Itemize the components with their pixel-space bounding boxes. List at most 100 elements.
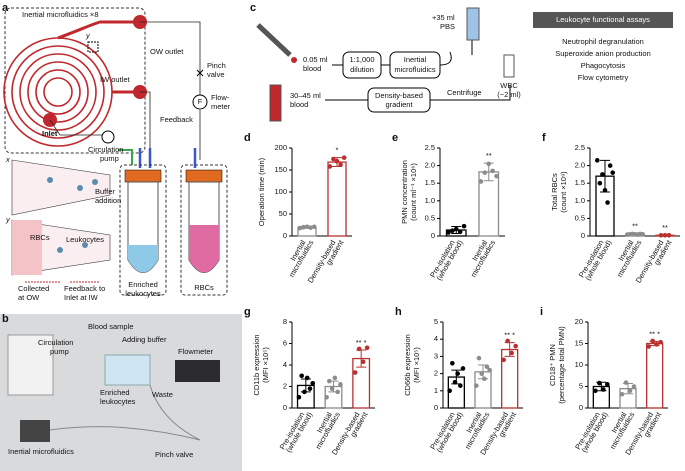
label: 0.05 ml: [303, 55, 328, 64]
y-tick-label: 0: [581, 231, 585, 240]
panel-label: e: [392, 132, 398, 144]
label: Inertial microfluidics: [8, 447, 74, 456]
ow-channel: [57, 20, 140, 40]
assay-title: Leukocyte functional assays: [556, 15, 650, 24]
zoom-box: [87, 41, 99, 53]
data-point: [324, 394, 329, 400]
y-axis-label: (count ml⁻¹ ×10⁶): [409, 163, 418, 221]
label: Flow-: [211, 93, 230, 102]
data-point: [329, 386, 335, 391]
y-tick-label: 6: [283, 338, 287, 347]
label: dilution: [350, 65, 374, 74]
wbc-tube: [503, 54, 515, 78]
syringe: [256, 23, 292, 57]
label: Density-based: [375, 91, 423, 100]
label: 1:1,000: [349, 55, 374, 64]
buffer-arrow: [118, 149, 133, 165]
label: y: [85, 31, 91, 40]
data-point: [619, 391, 625, 397]
assay: Phagocytosis: [581, 61, 626, 70]
data-point: [301, 224, 306, 230]
y-tick-label: 0.5: [575, 213, 585, 222]
data-point: [482, 376, 487, 382]
data-point: [479, 371, 484, 376]
label: Inertial microfluidics ×8: [22, 10, 99, 19]
data-point: [605, 200, 610, 205]
label: at OW: [18, 293, 40, 302]
y-axis-label: CD66b expression: [403, 334, 412, 396]
label: Enriched: [100, 388, 130, 397]
bar: [646, 342, 664, 409]
panel-label: a: [2, 2, 9, 14]
data-point: [486, 161, 492, 167]
label: WBC: [500, 81, 518, 90]
panel-label: g: [244, 306, 251, 318]
y-tick-label: 1.0: [425, 196, 435, 205]
data-point: [458, 383, 463, 388]
data-point: [335, 389, 340, 395]
data-point: [360, 359, 366, 365]
data-point: [601, 387, 606, 392]
annotation: ** *: [649, 329, 660, 338]
data-point: [513, 343, 518, 349]
y-axis-label: (percentage total PMN): [557, 326, 566, 404]
panel-label: f: [542, 132, 546, 144]
data-point: [450, 228, 455, 234]
data-point: [311, 224, 317, 230]
label: Leukocytes: [66, 235, 104, 244]
annotation: *: [336, 146, 339, 155]
annotation: ** *: [356, 338, 367, 347]
assay-header: [533, 12, 673, 28]
label: leukocytes: [125, 289, 161, 298]
data-point: [623, 380, 629, 385]
data-point: [455, 371, 460, 376]
assay: Superoxide anion production: [555, 49, 651, 58]
data-point: [478, 179, 484, 184]
label: Feedback: [160, 115, 193, 124]
label: Flowmeter: [178, 347, 214, 356]
label: leukocytes: [100, 397, 136, 406]
data-point: [452, 379, 458, 385]
y-tick-label: 200: [274, 143, 287, 152]
panel-c: c 0.05 ml blood 1:1,000 dilution Inertia…: [250, 2, 673, 122]
data-point: [310, 380, 316, 386]
label: Feedback to: [64, 284, 105, 293]
data-point: [610, 170, 616, 175]
data-point: [607, 163, 613, 168]
blood-drop: [291, 57, 297, 63]
label: microfluidics: [394, 65, 436, 74]
y-tick-label: 2.0: [575, 161, 585, 170]
data-point: [640, 231, 646, 237]
arrows: [325, 85, 511, 101]
y-axis-label: CD11b expression: [252, 334, 261, 395]
data-point: [597, 380, 602, 386]
data-point: [304, 375, 310, 381]
y-tick-label: 0: [283, 403, 287, 412]
panel-label: c: [250, 2, 256, 14]
assay: Neutrophil degranulation: [562, 37, 644, 46]
label: IW outlet: [100, 75, 131, 84]
y-axis-label: PMN concentration: [400, 160, 409, 224]
panel-label: h: [395, 306, 402, 318]
data-point: [307, 386, 313, 391]
y-tick-label: 0.5: [425, 213, 435, 222]
annotation: **: [486, 151, 492, 160]
label: Pinch valve: [155, 450, 193, 459]
y-axis-label: Total RBCs: [550, 173, 559, 211]
rack-photo: [104, 354, 151, 386]
y-tick-label: 0: [434, 403, 438, 412]
panel-a: a Inertial microfluidics ×8 y OW outlet …: [2, 2, 231, 302]
label: blood: [290, 100, 308, 109]
label: RBCs: [30, 233, 50, 242]
y-tick-label: 1.5: [425, 178, 435, 187]
data-point: [490, 168, 495, 174]
label: pump: [50, 347, 69, 356]
y-tick-label: 150: [274, 165, 287, 174]
data-point: [600, 172, 605, 177]
data-point: [341, 155, 347, 160]
data-point: [338, 382, 343, 387]
label: Enriched: [128, 280, 158, 289]
y-axis-label: (MFI ×10⁵): [261, 347, 270, 383]
data-point: [605, 382, 610, 387]
